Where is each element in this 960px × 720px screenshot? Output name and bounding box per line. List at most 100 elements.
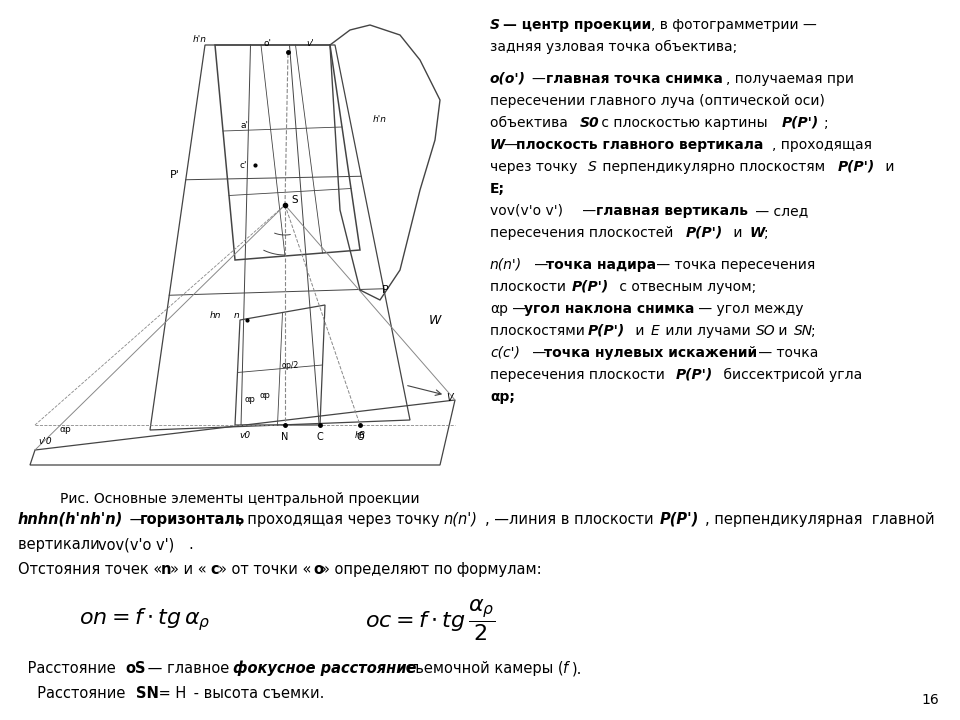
Text: - высота съемки.: - высота съемки. <box>189 686 324 701</box>
Text: o: o <box>313 562 323 577</box>
Text: αp: αp <box>490 302 508 316</box>
Text: плоскости: плоскости <box>490 280 570 294</box>
Text: h'n: h'n <box>373 115 387 125</box>
Text: P: P <box>382 285 389 295</box>
Text: и: и <box>631 324 649 338</box>
Text: n(n'): n(n') <box>443 512 477 527</box>
Text: —: — <box>504 138 522 152</box>
Text: , перпендикулярная  главной: , перпендикулярная главной <box>705 512 935 527</box>
Text: o(o'): o(o') <box>490 72 526 86</box>
Text: точка нулевых искажений: точка нулевых искажений <box>544 346 757 360</box>
Text: N: N <box>281 432 289 442</box>
Text: горизонталь: горизонталь <box>140 512 245 527</box>
Text: hnhn(h'nh'n): hnhn(h'nh'n) <box>18 512 123 527</box>
Text: S: S <box>292 195 299 205</box>
Text: P(P'): P(P') <box>782 116 819 130</box>
Text: главная точка снимка: главная точка снимка <box>546 72 723 86</box>
Text: S: S <box>588 160 597 174</box>
Text: SN: SN <box>794 324 813 338</box>
Text: » определяют по формулам:: » определяют по формулам: <box>321 562 541 577</box>
Text: — точка: — точка <box>754 346 818 360</box>
Text: , в фотограмметрии —: , в фотограмметрии — <box>651 18 817 32</box>
Text: перпендикулярно плоскостям: перпендикулярно плоскостям <box>598 160 829 174</box>
Text: —: — <box>532 72 550 86</box>
Text: и: и <box>774 324 792 338</box>
Text: задняя узловая точка объектива;: задняя узловая точка объектива; <box>490 40 737 54</box>
Text: W: W <box>750 226 765 240</box>
Text: Отстояния точек «: Отстояния точек « <box>18 562 162 577</box>
Text: с плоскостью картины: с плоскостью картины <box>597 116 772 130</box>
Text: объектива: объектива <box>490 116 577 130</box>
Text: v'0: v'0 <box>38 438 52 446</box>
Text: Расстояние: Расстояние <box>28 686 130 701</box>
Text: P(P'): P(P') <box>838 160 876 174</box>
Text: a': a' <box>241 120 249 130</box>
Text: hn: hn <box>209 310 221 320</box>
Text: .: . <box>188 537 193 552</box>
Text: биссектрисой угла: биссектрисой угла <box>719 368 862 382</box>
Text: » и «: » и « <box>170 562 206 577</box>
Text: пересечения плоскости: пересечения плоскости <box>490 368 669 382</box>
Text: фокусное расстояние: фокусное расстояние <box>233 661 417 677</box>
Text: V: V <box>446 393 453 403</box>
Text: —: — <box>125 512 149 527</box>
Text: или лучами: или лучами <box>661 324 756 338</box>
Text: vov(v'o v'): vov(v'o v') <box>98 537 175 552</box>
Text: P(P'): P(P') <box>572 280 610 294</box>
Text: главная вертикаль: главная вертикаль <box>596 204 748 218</box>
Text: v0: v0 <box>239 431 251 439</box>
Text: съемочной камеры (: съемочной камеры ( <box>401 661 564 676</box>
Text: P(P'): P(P') <box>660 512 699 527</box>
Text: —: — <box>508 302 531 316</box>
Text: v': v' <box>306 40 314 48</box>
Text: Расстояние: Расстояние <box>23 661 120 676</box>
Text: — след: — след <box>751 204 808 218</box>
Text: S: S <box>490 18 500 32</box>
Text: C: C <box>317 432 324 442</box>
Text: через точку: через точку <box>490 160 582 174</box>
Text: —: — <box>578 204 601 218</box>
Text: —: — <box>528 346 550 360</box>
Text: W: W <box>490 138 505 152</box>
Text: S0: S0 <box>580 116 600 130</box>
Text: W: W <box>429 313 442 326</box>
Text: $oc = f \cdot tg\,\dfrac{\alpha_{\rho}}{2}$: $oc = f \cdot tg\,\dfrac{\alpha_{\rho}}{… <box>365 598 495 643</box>
Text: , —линия в плоскости: , —линия в плоскости <box>485 512 659 527</box>
Text: угол наклона снимка: угол наклона снимка <box>524 302 694 316</box>
Text: пересечения плоскостей: пересечения плоскостей <box>490 226 678 240</box>
Text: , проходящая: , проходящая <box>772 138 872 152</box>
Text: P(P'): P(P') <box>686 226 723 240</box>
Text: O: O <box>356 432 364 442</box>
Text: αp/2: αp/2 <box>281 361 299 369</box>
Text: vov(v'o v'): vov(v'o v') <box>490 204 563 218</box>
Text: = H: = H <box>154 686 186 701</box>
Text: o': o' <box>264 40 272 48</box>
Text: SO: SO <box>756 324 776 338</box>
Text: c': c' <box>239 161 247 169</box>
Text: P(P'): P(P') <box>676 368 713 382</box>
Text: плоскость главного вертикала: плоскость главного вертикала <box>516 138 763 152</box>
Text: $on = f \cdot tg\,\alpha_{\rho}$: $on = f \cdot tg\,\alpha_{\rho}$ <box>80 606 210 634</box>
Text: f: f <box>563 661 568 676</box>
Text: и: и <box>881 160 895 174</box>
Text: » от точки «: » от точки « <box>218 562 311 577</box>
Text: ;: ; <box>824 116 828 130</box>
Text: , получаемая при: , получаемая при <box>726 72 854 86</box>
Text: , проходящая через точку: , проходящая через точку <box>238 512 444 527</box>
Text: с отвесным лучом;: с отвесным лучом; <box>615 280 756 294</box>
Text: h'n: h'n <box>193 35 207 45</box>
Text: hB: hB <box>354 431 366 439</box>
Text: αp;: αp; <box>490 390 515 404</box>
Text: n: n <box>234 310 240 320</box>
Text: Рис. Основные элементы центральной проекции: Рис. Основные элементы центральной проек… <box>60 492 420 506</box>
Text: ;: ; <box>764 226 769 240</box>
Text: точка надира: точка надира <box>546 258 656 272</box>
Text: c: c <box>210 562 219 577</box>
Text: αp: αp <box>60 426 71 434</box>
Text: ;: ; <box>811 324 816 338</box>
Text: SN: SN <box>136 686 158 701</box>
Text: —: — <box>530 258 553 272</box>
Text: P(P'): P(P') <box>588 324 625 338</box>
Text: — главное: — главное <box>143 661 234 676</box>
Text: ).: ). <box>572 661 583 676</box>
